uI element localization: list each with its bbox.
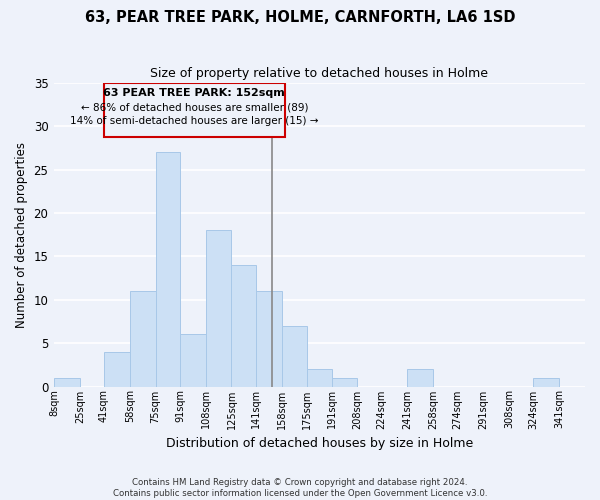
X-axis label: Distribution of detached houses by size in Holme: Distribution of detached houses by size … <box>166 437 473 450</box>
Y-axis label: Number of detached properties: Number of detached properties <box>15 142 28 328</box>
Text: 14% of semi-detached houses are larger (15) →: 14% of semi-detached houses are larger (… <box>70 116 319 126</box>
Bar <box>130 291 155 386</box>
FancyBboxPatch shape <box>104 83 284 137</box>
Bar <box>256 291 281 386</box>
Bar <box>332 378 358 386</box>
Text: 63, PEAR TREE PARK, HOLME, CARNFORTH, LA6 1SD: 63, PEAR TREE PARK, HOLME, CARNFORTH, LA… <box>85 10 515 25</box>
Text: 63 PEAR TREE PARK: 152sqm: 63 PEAR TREE PARK: 152sqm <box>103 88 285 99</box>
Title: Size of property relative to detached houses in Holme: Size of property relative to detached ho… <box>151 68 488 80</box>
Text: Contains HM Land Registry data © Crown copyright and database right 2024.
Contai: Contains HM Land Registry data © Crown c… <box>113 478 487 498</box>
Bar <box>407 369 433 386</box>
Bar <box>155 152 180 386</box>
Bar <box>54 378 80 386</box>
Bar <box>104 352 130 386</box>
Bar <box>281 326 307 386</box>
Bar <box>533 378 559 386</box>
Bar <box>232 265 256 386</box>
Text: ← 86% of detached houses are smaller (89): ← 86% of detached houses are smaller (89… <box>80 102 308 112</box>
Bar <box>206 230 232 386</box>
Bar <box>180 334 206 386</box>
Bar <box>307 369 332 386</box>
